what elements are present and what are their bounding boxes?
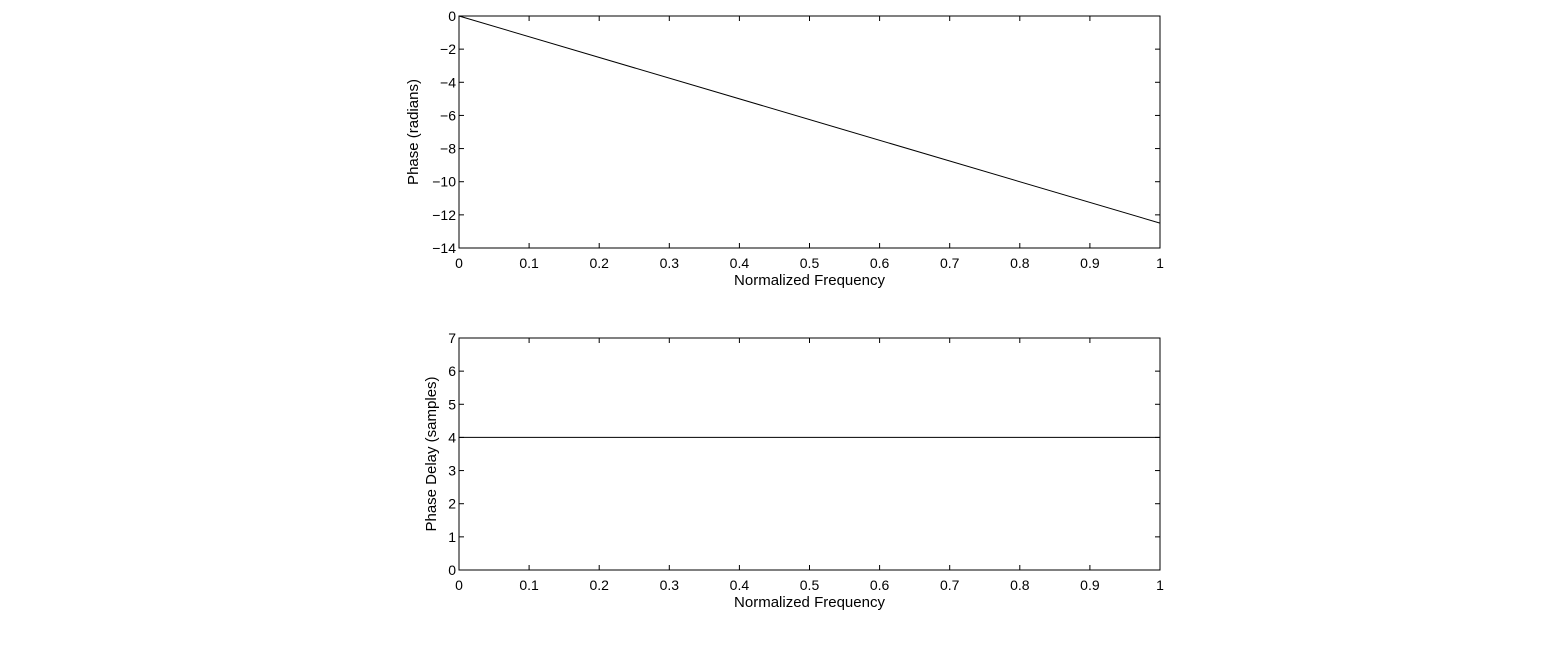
phase-plot-y-tick-label: −10	[432, 174, 456, 190]
phase-delay-plot-x-tick-label: 1	[1156, 577, 1164, 593]
phase-plot-x-tick-label: 0.1	[519, 255, 539, 271]
phase-delay-plot-y-tick-label: 5	[448, 396, 456, 412]
phase-plot-y-tick-label: −4	[440, 74, 456, 90]
phase-delay-plot-x-tick-label: 0.6	[870, 577, 890, 593]
phase-delay-plot-x-tick-label: 0.2	[589, 577, 609, 593]
phase-plot-x-tick-label: 0.8	[1010, 255, 1030, 271]
phase-plot-x-tick-label: 0.9	[1080, 255, 1100, 271]
phase-delay-plot-x-tick-label: 0.5	[800, 577, 820, 593]
phase-delay-plot-x-axis-label: Normalized Frequency	[734, 594, 885, 611]
phase-plot-y-tick-label: −6	[440, 107, 456, 123]
phase-plot-axes-box	[458, 15, 1161, 249]
phase-delay-plot-y-tick-label: 4	[448, 429, 456, 445]
phase-plot-x-axis-label: Normalized Frequency	[734, 272, 885, 289]
phase-plot-x-tick-label: 0.5	[800, 255, 820, 271]
phase-plot-series	[458, 15, 1161, 224]
phase-delay-plot-y-axis-label: Phase Delay (samples)	[423, 376, 440, 531]
phase-delay-plot-x-tick-label: 0.4	[730, 577, 750, 593]
phase-plot-x-tick-label: 0.2	[589, 255, 609, 271]
phase-delay-plot-y-tick-label: 7	[448, 330, 456, 346]
phase-delay-plot: 0 0.1 0.2 0.3 0.4 0.5 0.6 0.7 0.8 0.9 1 0 1 2 3 4 5 6 7 No…	[423, 330, 1164, 611]
phase-plot-y-axis-label: Phase (radians)	[405, 79, 422, 185]
phase-plot-x-tick-label: 0.6	[870, 255, 890, 271]
phase-plot-x-tick-label: 0.3	[660, 255, 680, 271]
phase-delay-plot-x-tick-label: 0.7	[940, 577, 960, 593]
phase-delay-plot-x-tick-label: 0.1	[519, 577, 539, 593]
phase-delay-plot-y-tick-label: 0	[448, 562, 456, 578]
phase-plot-x-tick-label: 0	[455, 255, 463, 271]
phase-delay-plot-x-tick-label: 0.9	[1080, 577, 1100, 593]
phase-plot-x-tick-label: 0.7	[940, 255, 960, 271]
phase-delay-plot-x-tick-label: 0	[455, 577, 463, 593]
phase-delay-plot-y-tick-label: 6	[448, 363, 456, 379]
phase-plot-y-tick-label: −12	[432, 207, 456, 223]
phase-plot-y-tick-label: −2	[440, 41, 456, 57]
phase-plot-y-tick-label: −8	[440, 141, 456, 157]
phase-delay-plot-y-tick-label: 1	[448, 529, 456, 545]
phase-delay-plot-axes-box	[458, 337, 1161, 571]
phase-plot-y-tick-label: −14	[432, 240, 456, 256]
phase-plot: 0 0.1 0.2 0.3 0.4 0.5 0.6 0.7 0.8 0.9 1 −14 −12 −10 −8…	[405, 8, 1164, 289]
phase-delay-plot-x-tick-label: 0.8	[1010, 577, 1030, 593]
phase-plot-y-tick-label: 0	[448, 8, 456, 24]
phase-delay-plot-y-tick-label: 3	[448, 463, 456, 479]
phase-plot-ticks: 0 0.1 0.2 0.3 0.4 0.5 0.6 0.7 0.8 0.9 1 −14 −12 −10 −8…	[432, 8, 1164, 271]
phase-plot-x-tick-label: 0.4	[730, 255, 750, 271]
phase-plot-line	[458, 15, 1161, 224]
phase-delay-plot-ticks: 0 0.1 0.2 0.3 0.4 0.5 0.6 0.7 0.8 0.9 1 0 1 2 3 4 5 6 7	[448, 330, 1164, 593]
phase-delay-plot-y-tick-label: 2	[448, 496, 456, 512]
phase-delay-plot-x-tick-label: 0.3	[660, 577, 680, 593]
phase-plot-x-tick-label: 1	[1156, 255, 1164, 271]
